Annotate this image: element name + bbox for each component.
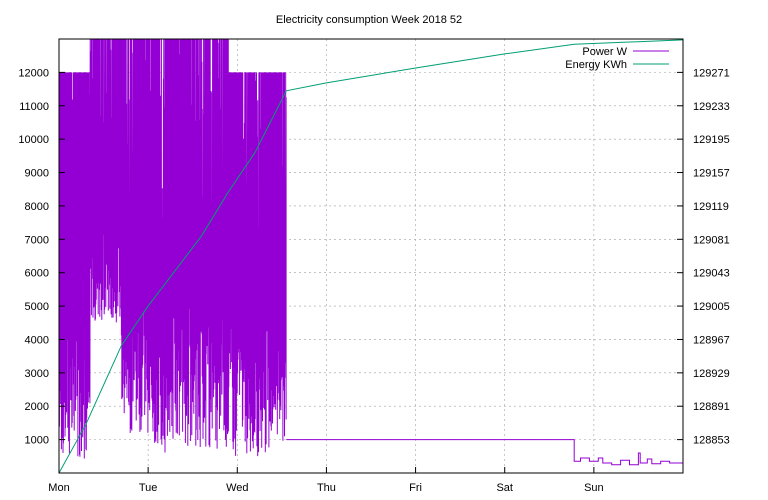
right-tick-label: 129271 [693,67,730,79]
series-power-dense [59,39,287,459]
x-tick-label: Wed [226,482,248,494]
legend: Power W Energy KWh [565,46,669,71]
right-tick-label: 129195 [693,134,730,146]
left-tick-label: 8000 [25,201,49,213]
right-tick-label: 128929 [693,368,730,380]
right-tick-label: 128853 [693,435,730,447]
right-tick-label: 129119 [693,201,729,213]
left-tick-label: 7000 [25,234,49,246]
right-tick-label: 129157 [693,168,730,180]
series-layer [59,39,683,473]
right-tick-label: 128891 [693,401,730,413]
left-tick-label: 6000 [25,268,49,280]
series-power-line [286,439,683,466]
x-tick-label: Sat [496,482,513,494]
right-axis: 128853 128891 128929 128967 129005 129043 1290… [677,67,730,447]
right-tick-label: 129043 [693,268,730,280]
left-axis: 1000 2000 3000 4000 5000 6000 7000 8000 9000 1000… [18,67,65,447]
left-tick-label: 10000 [18,134,49,146]
left-tick-label: 5000 [25,301,49,313]
x-tick-label: Tue [139,482,158,494]
x-tick-label: Mon [48,482,69,494]
legend-label-energy: Energy KWh [565,59,627,71]
left-tick-label: 2000 [25,401,49,413]
x-axis: Mon Tue Wed Thu Fri Sat Sun [48,467,604,494]
left-tick-label: 1000 [25,435,49,447]
chart-title: Electricity consumption Week 2018 52 [276,14,462,26]
left-tick-label: 11000 [19,101,49,113]
left-tick-label: 3000 [25,368,49,380]
right-tick-label: 129005 [693,301,730,313]
right-tick-label: 128967 [693,334,730,346]
plot-frame [58,38,684,474]
series-energy-line [59,39,683,473]
right-tick-label: 129081 [693,234,730,246]
plot-area [59,39,683,473]
left-tick-label: 9000 [25,168,49,180]
left-tick-label: 12000 [18,67,49,79]
right-tick-label: 129233 [693,101,730,113]
x-tick-label: Thu [317,482,336,494]
legend-label-power: Power W [582,46,627,58]
x-tick-label: Fri [409,482,422,494]
x-tick-label: Sun [584,482,604,494]
grid [59,39,683,473]
left-tick-label: 4000 [25,334,49,346]
